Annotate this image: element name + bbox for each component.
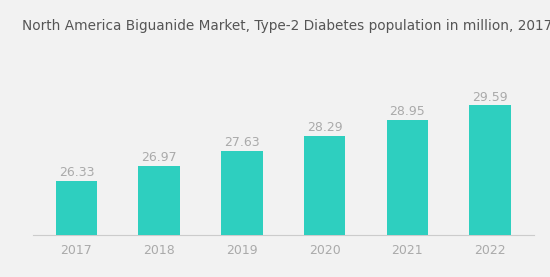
Bar xyxy=(469,105,511,277)
Bar xyxy=(139,166,180,277)
Bar xyxy=(387,120,428,277)
Bar xyxy=(304,136,345,277)
Text: 26.97: 26.97 xyxy=(141,152,177,165)
Text: 26.33: 26.33 xyxy=(59,166,94,179)
Text: 28.29: 28.29 xyxy=(307,121,343,134)
Text: North America Biguanide Market, Type-2 Diabetes population in million, 2017-2022: North America Biguanide Market, Type-2 D… xyxy=(22,19,550,34)
Text: 28.95: 28.95 xyxy=(389,106,425,118)
Bar xyxy=(56,181,97,277)
Text: 29.59: 29.59 xyxy=(472,91,508,104)
Bar xyxy=(221,151,262,277)
Text: 27.63: 27.63 xyxy=(224,136,260,149)
